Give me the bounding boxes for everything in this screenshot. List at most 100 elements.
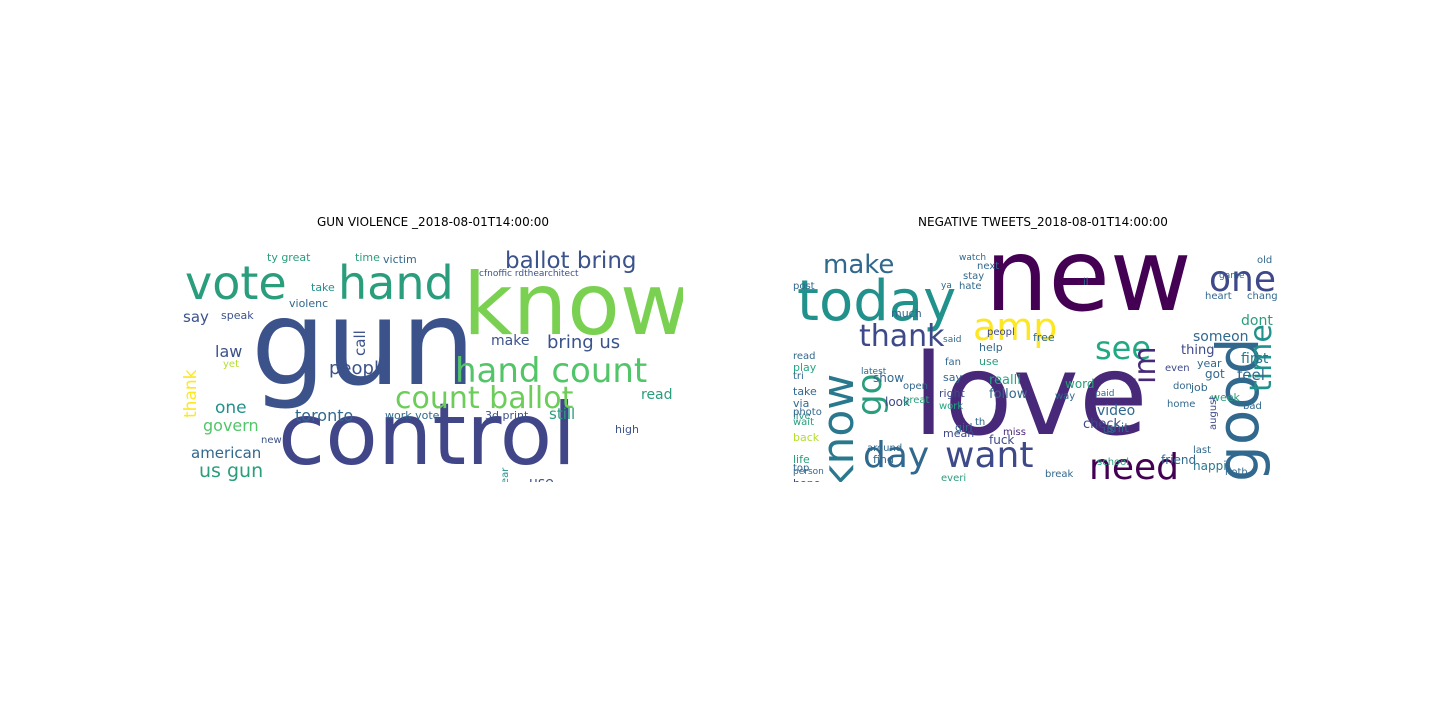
cloud-word: th bbox=[975, 417, 986, 428]
cloud-word: wait bbox=[793, 417, 815, 428]
cloud-word: way bbox=[1055, 391, 1076, 402]
cloud-word: new bbox=[261, 435, 282, 446]
cloud-word: life bbox=[793, 453, 810, 466]
cloud-word: home bbox=[1167, 399, 1196, 410]
cloud-word: govern bbox=[203, 416, 259, 435]
cloud-word: say bbox=[943, 371, 962, 384]
cloud-word: toronto bbox=[295, 406, 354, 425]
cloud-word: game bbox=[1219, 271, 1245, 281]
cloud-word: august bbox=[1208, 395, 1219, 430]
cloud-word: chang bbox=[1247, 291, 1278, 302]
cloud-word: school bbox=[1097, 457, 1130, 468]
cloud-word: gun bbox=[251, 274, 476, 412]
cloud-word: check bbox=[1083, 417, 1122, 432]
cloud-word: law bbox=[215, 342, 243, 361]
cloud-word: hate bbox=[959, 281, 982, 292]
cloud-word: use bbox=[529, 476, 554, 482]
cloud-word: day bbox=[863, 435, 930, 476]
cloud-word: peopl bbox=[987, 327, 1015, 338]
cloud-word: video bbox=[1097, 403, 1136, 419]
cloud-word: job bbox=[1191, 381, 1208, 394]
cloud-word: still bbox=[549, 405, 576, 423]
cloud-word: word bbox=[1065, 377, 1095, 391]
cloud-word: bring us bbox=[547, 332, 621, 353]
cloud-word: latest bbox=[861, 367, 887, 377]
cloud-word: great bbox=[903, 395, 930, 406]
cloud-word: see bbox=[1095, 329, 1152, 367]
cloud-word: count ballot bbox=[395, 381, 574, 416]
cloud-word: person bbox=[793, 467, 824, 477]
cloud-word: happi bbox=[1193, 459, 1227, 473]
cloud-word: yet bbox=[223, 359, 239, 370]
cloud-word: ya bbox=[941, 281, 952, 291]
wordcloud-image: gun know control hand vote hand count co… bbox=[183, 232, 683, 482]
cloud-word: friend bbox=[1161, 453, 1197, 467]
cloud-word: work vote bbox=[385, 409, 440, 422]
cloud-word: someon bbox=[1193, 329, 1249, 345]
cloud-word: vote bbox=[185, 256, 287, 310]
cloud-word: us bbox=[1103, 425, 1115, 436]
cloud-word: say bbox=[183, 308, 209, 326]
cloud-word: make bbox=[823, 250, 895, 280]
cloud-word: feel bbox=[1237, 366, 1265, 384]
cloud-word: want bbox=[945, 435, 1034, 476]
cloud-word: amp bbox=[973, 305, 1058, 349]
cloud-word: said bbox=[943, 335, 962, 345]
cloud-word: help bbox=[979, 341, 1003, 354]
cloud-word: dont bbox=[1241, 313, 1273, 329]
cloud-word: find bbox=[873, 453, 894, 466]
wordcloud-image: new love today good know want day need o… bbox=[793, 232, 1293, 482]
cloud-word: follow bbox=[989, 387, 1028, 402]
cloud-word: next bbox=[977, 261, 1000, 272]
cloud-word: around bbox=[867, 443, 903, 454]
cloud-word: much bbox=[891, 307, 922, 320]
cloud-word: old bbox=[1257, 255, 1273, 266]
cloud-word: thank bbox=[183, 369, 201, 418]
cloud-word: top bbox=[793, 463, 810, 474]
cloud-word: show bbox=[873, 371, 905, 385]
cloud-word: first bbox=[1241, 351, 1269, 367]
cloud-word: call bbox=[351, 330, 369, 356]
cloud-word: look bbox=[885, 395, 910, 409]
cloud-word: us gun bbox=[199, 460, 264, 482]
cloud-word: victim bbox=[383, 253, 417, 266]
cloud-word: use bbox=[979, 355, 999, 368]
cloud-word: break bbox=[1045, 469, 1074, 480]
cloud-word: watch bbox=[959, 253, 987, 263]
cloud-word: live bbox=[793, 411, 811, 422]
cloud-word: fan bbox=[945, 357, 961, 368]
cloud-word: need bbox=[1089, 447, 1179, 483]
cloud-word: violenc bbox=[289, 297, 329, 310]
cloud-word: miss bbox=[1003, 427, 1026, 438]
cloud-word: work bbox=[939, 401, 964, 412]
cloud-word: realli bbox=[989, 373, 1021, 388]
cloud-word: paid bbox=[1095, 389, 1115, 399]
cloud-word: ty great bbox=[267, 251, 311, 264]
cloud-word: 3d print bbox=[485, 409, 529, 422]
cloud-word: take bbox=[793, 385, 817, 398]
cloud-word: cfnoffic rdthearchitect bbox=[479, 269, 579, 279]
cloud-word: make bbox=[491, 333, 530, 349]
cloud-word: stay bbox=[963, 271, 985, 282]
cloud-word: il bbox=[1083, 277, 1089, 288]
wordcloud-panel-negative-tweets: NEGATIVE TWEETS_2018-08-01T14:00:00 new … bbox=[793, 212, 1293, 482]
cloud-word: last bbox=[1193, 445, 1212, 456]
cloud-word: year bbox=[1197, 357, 1222, 370]
wordcloud-panel-gun-violence: GUN VIOLENCE _2018-08-01T14:00:00 gun kn… bbox=[183, 212, 683, 482]
cloud-word: american bbox=[191, 444, 262, 462]
cloud-word: love bbox=[913, 331, 1148, 461]
cloud-word: girl bbox=[955, 421, 973, 434]
cloud-word: right bbox=[939, 387, 965, 400]
cloud-word: today bbox=[797, 269, 957, 334]
cloud-word: hand count bbox=[455, 351, 648, 391]
cloud-word: bad bbox=[1243, 401, 1262, 412]
cloud-word: thank bbox=[859, 319, 945, 354]
cloud-word: read bbox=[793, 351, 816, 362]
cloud-word: got bbox=[1205, 367, 1225, 381]
cloud-word: open bbox=[903, 381, 928, 392]
cloud-word: heart bbox=[1205, 291, 1232, 302]
cloud-word: know bbox=[463, 255, 683, 355]
cloud-word: peopl bbox=[329, 358, 379, 379]
